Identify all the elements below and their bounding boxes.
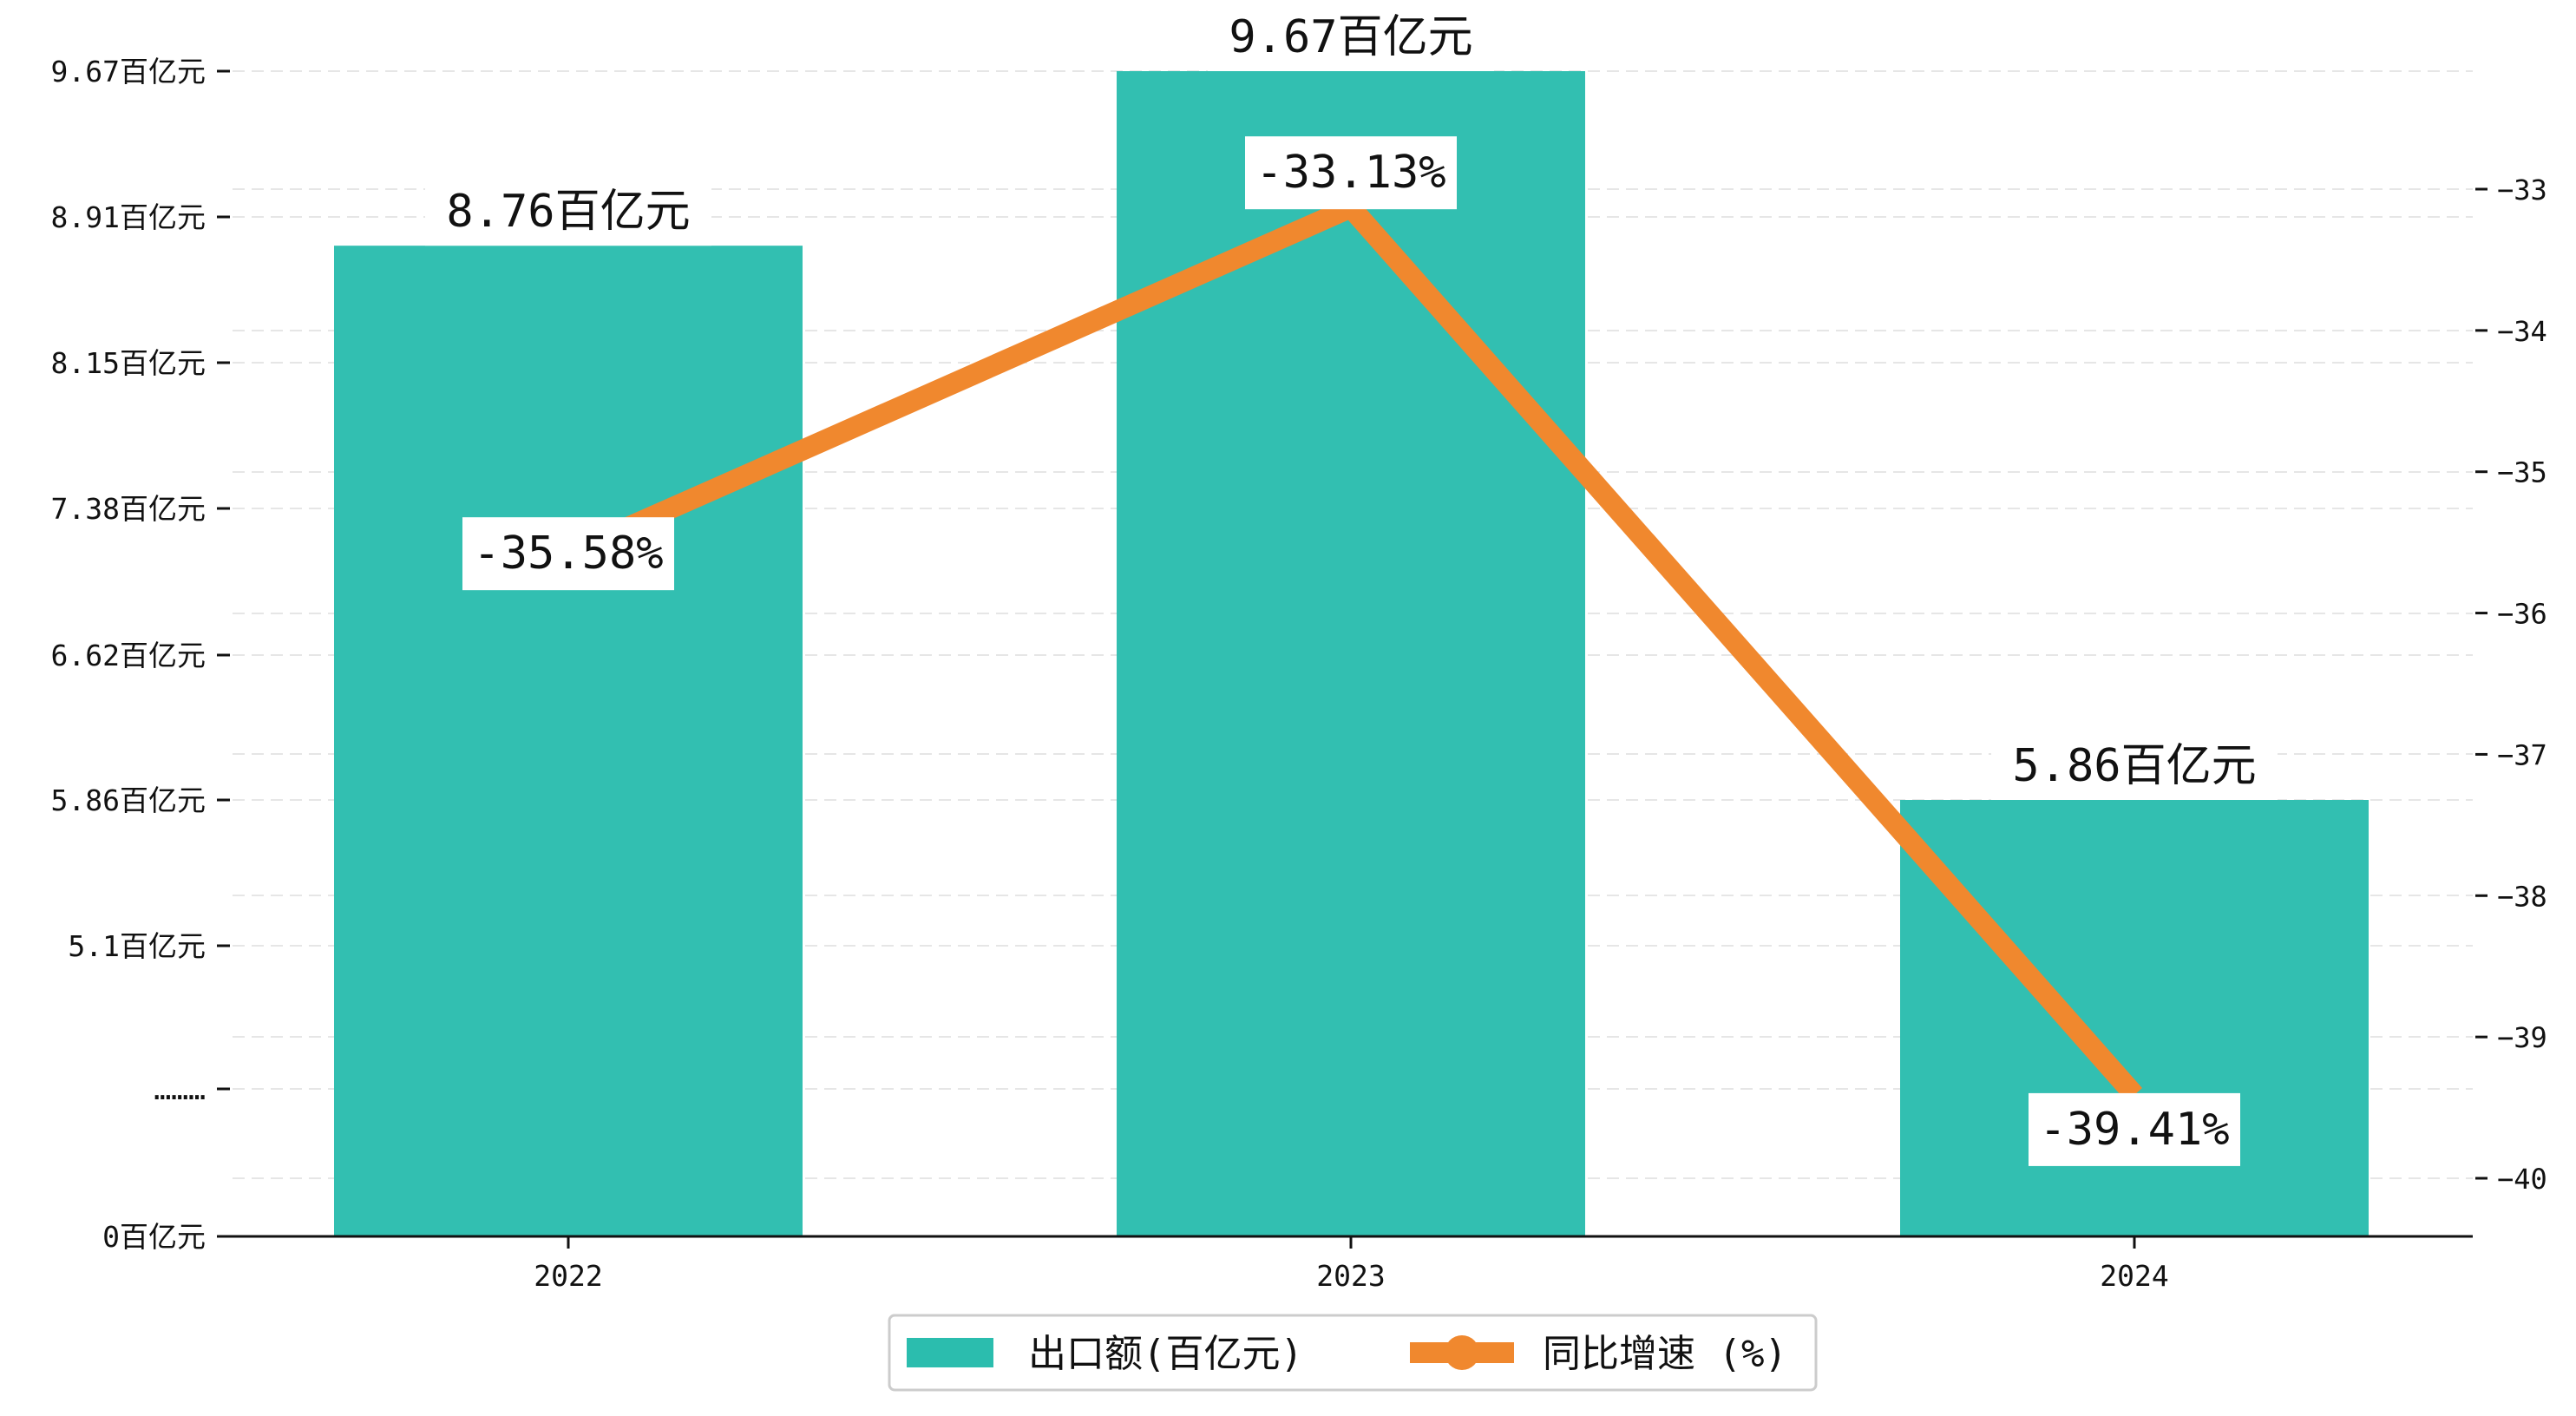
right-tick-label: −33: [2497, 174, 2547, 206]
right-tick-label: −36: [2497, 598, 2547, 631]
right-tick-label: −38: [2497, 880, 2547, 913]
right-tick-label: −40: [2497, 1163, 2547, 1196]
bar-data-label: 9.67百亿元: [1229, 11, 1472, 63]
bar-label-box: [1991, 738, 2278, 800]
line-data-label: -33.13%: [1255, 147, 1445, 199]
legend-label-line: 同比增速 (%): [1543, 1332, 1787, 1376]
left-tick-label: 5.86百亿元: [51, 783, 206, 817]
left-tick-label: 6.62百亿元: [51, 639, 206, 672]
legend-label-bar: 出口额(百亿元): [1028, 1332, 1303, 1376]
bar-data-label: 5.86百亿元: [2012, 740, 2256, 792]
left-tick-label: 7.38百亿元: [51, 492, 206, 526]
bar-2023: [1117, 71, 1585, 1236]
x-tick-label: 2024: [2100, 1259, 2168, 1293]
legend: 出口额(百亿元) 同比增速 (%): [888, 1314, 1818, 1392]
right-tick-label: −37: [2497, 738, 2547, 771]
line-label-box: [1245, 136, 1457, 210]
right-tick-label: −39: [2497, 1021, 2547, 1054]
line-label-box: [2029, 1092, 2240, 1166]
data-labels: 8.76百亿元 9.67百亿元 5.86百亿元 -35.58% -33.13% -39.4…: [425, 9, 2278, 1166]
line-data-label: -39.41%: [2039, 1104, 2229, 1156]
line-label-box: [462, 517, 674, 591]
right-tick-label: −35: [2497, 456, 2547, 489]
bar-data-label: 8.76百亿元: [446, 186, 690, 238]
bar-label-box: [1208, 9, 1494, 71]
legend-swatch-bar: [907, 1338, 993, 1367]
left-tick-label: 8.15百亿元: [51, 346, 206, 380]
left-tick-label: 8.91百亿元: [51, 200, 206, 234]
legend-box: [888, 1314, 1818, 1392]
line-data-label: -35.58%: [473, 528, 663, 580]
x-tick-label: 2022: [534, 1259, 602, 1293]
left-tick-label: 0百亿元: [102, 1220, 206, 1254]
x-tick-label: 2023: [1316, 1259, 1385, 1293]
axes: 0百亿元 ……… 5.1百亿元 5.86百亿元 6.62百亿元 7.38百亿元 8.15百亿…: [51, 55, 2547, 1293]
bar-label-box: [425, 183, 711, 246]
left-tick-label: 5.1百亿元: [68, 929, 206, 963]
legend-marker: [1445, 1335, 1479, 1370]
left-tick-label: 9.67百亿元: [51, 55, 206, 88]
bar-2022: [334, 246, 803, 1236]
bar-series: [334, 71, 2369, 1236]
left-tick-label: ………: [154, 1072, 206, 1106]
right-tick-label: −34: [2497, 315, 2547, 348]
bar-2024: [1900, 800, 2369, 1236]
